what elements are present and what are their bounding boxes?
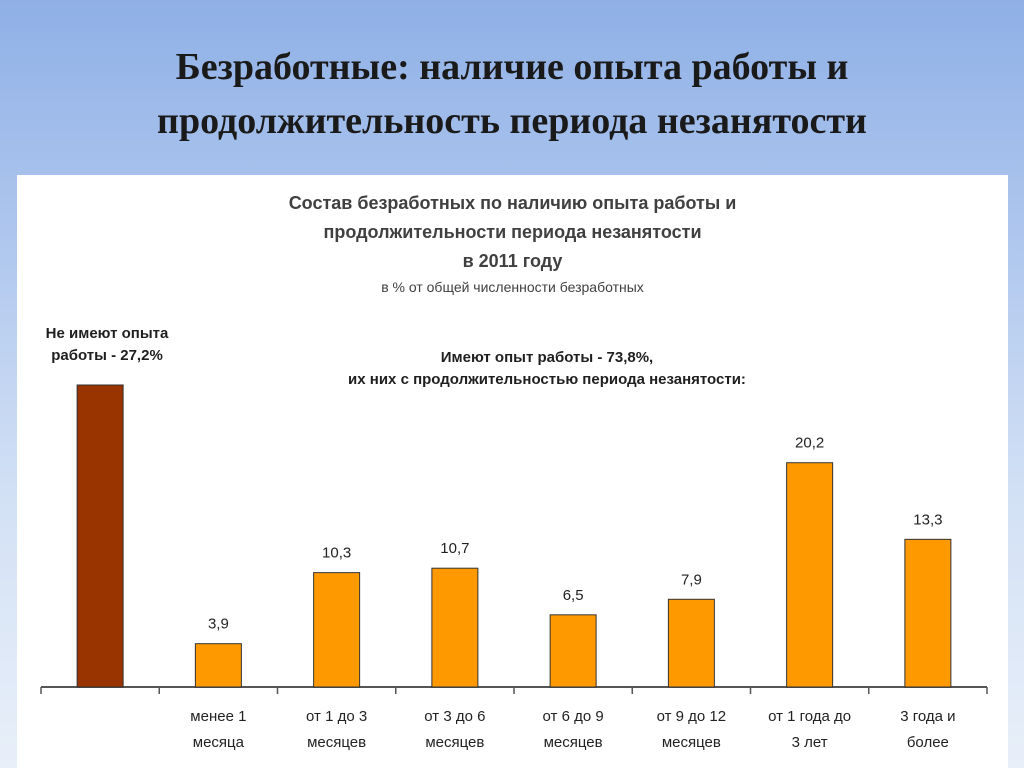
x-tick-label: более: [907, 734, 949, 751]
x-tick-label: от 6 до 9: [543, 708, 604, 725]
bar-3: [431, 567, 479, 688]
x-tick-label: от 1 года до: [768, 708, 851, 725]
bar-value-label: 20,2: [795, 435, 824, 452]
bar-5: [667, 598, 715, 688]
bar-chart: 3,9 менее 1 месяца 10,3 от 1 до 3 месяцев 10,7…: [40, 384, 988, 751]
with-experience-annotation-line-2: их них с продолжительностью периода неза…: [348, 371, 746, 388]
with-experience-annotation: Имеют опыт работы - 73,8%, их них с прод…: [217, 347, 877, 391]
chart-title-line-3: в 2011 году: [462, 251, 563, 271]
chart-title-line-2: продолжительности периода незанятости: [323, 222, 702, 242]
bar-value-label: 6,5: [563, 587, 584, 604]
with-experience-annotation-line-1: Имеют опыт работы - 73,8%,: [440, 349, 654, 366]
chart-subtitle: в % от общей численности безработных: [381, 279, 644, 295]
slide-title-line-2: продолжительность периода незанятости: [157, 100, 867, 142]
bar-1: [194, 643, 242, 688]
bar-no-experience: [76, 384, 124, 688]
bar-value-label: 3,9: [208, 616, 229, 633]
chart-panel: 3,9 менее 1 месяца 10,3 от 1 до 3 месяцев 10,7…: [17, 175, 1008, 768]
bar-value-label: 13,3: [913, 511, 942, 528]
x-tick-label: месяцев: [425, 734, 484, 751]
slide-title: Безработные: наличие опыта работы и прод…: [0, 40, 1024, 148]
x-tick-label: от 3 до 6: [424, 708, 485, 725]
bar-value-label: 10,7: [440, 540, 469, 557]
no-experience-annotation: Не имеют опыта работы - 27,2%: [17, 323, 197, 367]
bar-6: [786, 462, 834, 688]
x-tick-label: менее 1: [190, 708, 246, 725]
x-tick-label: 3 года и: [900, 708, 955, 725]
bar-4: [549, 614, 597, 688]
x-tick-label: месяца: [193, 734, 245, 751]
bar-7: [904, 538, 952, 688]
bar-value-label: 7,9: [681, 571, 702, 588]
bar-value-label: 10,3: [322, 545, 351, 562]
no-experience-annotation-line-2: работы - 27,2%: [51, 347, 163, 364]
x-tick-label: месяцев: [307, 734, 366, 751]
chart-title-line-1: Состав безработных по наличию опыта рабо…: [288, 193, 737, 213]
bar-2: [313, 572, 361, 688]
x-tick-label: 3 лет: [792, 734, 828, 751]
x-tick-label: месяцев: [544, 734, 603, 751]
chart-title: Состав безработных по наличию опыта рабо…: [17, 189, 1008, 276]
x-tick-label: от 1 до 3: [306, 708, 367, 725]
slide-title-line-1: Безработные: наличие опыта работы и: [175, 46, 849, 88]
no-experience-annotation-line-1: Не имеют опыта: [45, 325, 169, 342]
x-tick-label: от 9 до 12: [657, 708, 727, 725]
x-tick-label: месяцев: [662, 734, 721, 751]
